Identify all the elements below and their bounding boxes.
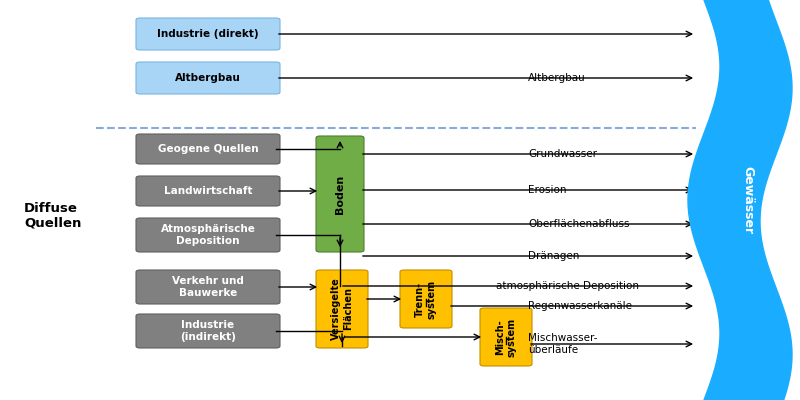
Text: Diffuse
Quellen: Diffuse Quellen — [24, 202, 82, 230]
Text: atmosphärische Deposition: atmosphärische Deposition — [496, 281, 639, 291]
Text: Mischwasser-
überläufe: Mischwasser- überläufe — [528, 333, 598, 355]
Text: Altbergbau: Altbergbau — [528, 73, 586, 83]
Text: Industrie (direkt): Industrie (direkt) — [157, 29, 259, 39]
FancyBboxPatch shape — [136, 134, 280, 164]
Text: Oberflächenabfluss: Oberflächenabfluss — [528, 219, 630, 229]
Polygon shape — [688, 0, 792, 400]
FancyBboxPatch shape — [480, 308, 532, 366]
Text: Geogene Quellen: Geogene Quellen — [158, 144, 258, 154]
FancyBboxPatch shape — [136, 18, 280, 50]
FancyBboxPatch shape — [136, 176, 280, 206]
FancyBboxPatch shape — [136, 218, 280, 252]
Text: Verkehr und
Bauwerke: Verkehr und Bauwerke — [172, 276, 244, 298]
Text: Regenwasserkanäle: Regenwasserkanäle — [528, 301, 632, 311]
Text: Industrie
(indirekt): Industrie (indirekt) — [180, 320, 236, 342]
Text: Landwirtschaft: Landwirtschaft — [164, 186, 252, 196]
Text: Atmosphärische
Deposition: Atmosphärische Deposition — [161, 224, 255, 246]
Text: Misch-
system: Misch- system — [495, 318, 517, 356]
FancyBboxPatch shape — [136, 314, 280, 348]
FancyBboxPatch shape — [316, 270, 368, 348]
Text: Versiegelte
Flächen: Versiegelte Flächen — [331, 278, 353, 340]
Text: Gewässer: Gewässer — [742, 166, 754, 234]
FancyBboxPatch shape — [316, 136, 364, 252]
Text: Altbergbau: Altbergbau — [175, 73, 241, 83]
Text: Boden: Boden — [335, 174, 345, 214]
Text: Trenn-
system: Trenn- system — [415, 280, 437, 318]
Text: Grundwasser: Grundwasser — [528, 149, 597, 159]
FancyBboxPatch shape — [400, 270, 452, 328]
Text: Dränagen: Dränagen — [528, 251, 579, 261]
FancyBboxPatch shape — [136, 62, 280, 94]
FancyBboxPatch shape — [136, 270, 280, 304]
Text: Erosion: Erosion — [528, 185, 566, 195]
